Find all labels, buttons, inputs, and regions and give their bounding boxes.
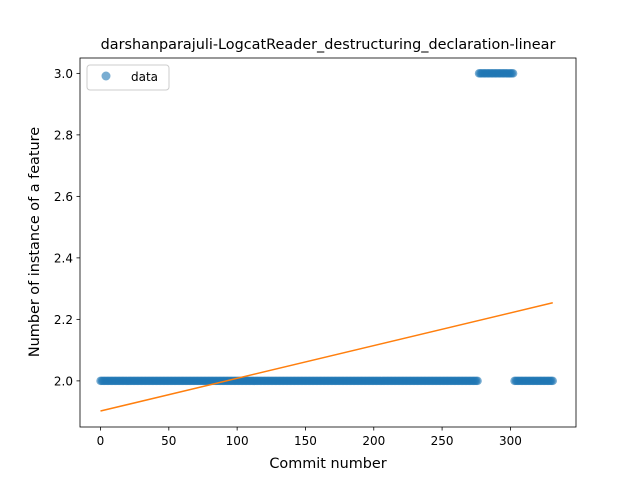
legend: data [86, 64, 170, 91]
x-axis-label: Commit number [269, 456, 386, 472]
y-axis-ticks: 2.0 2.2 2.4 2.6 2.8 3.0 [54, 67, 80, 388]
data-point-331 [548, 376, 557, 386]
axes-frame [79, 57, 577, 428]
data-point-276 [473, 376, 482, 386]
x-tick-label-50: 50 [161, 434, 176, 448]
chart-title: darshanparajuli-LogcatReader_destructuri… [101, 37, 556, 53]
y-tick-label-1: 2.2 [54, 313, 73, 327]
x-axis-ticks: 0 50 100 150 200 250 300 [97, 427, 522, 448]
y-tick-label-2: 2.4 [54, 251, 73, 265]
legend-label-data: data [131, 70, 158, 84]
x-tick-label-200: 200 [362, 434, 385, 448]
y-tick-label-4: 2.8 [54, 128, 73, 142]
legend-marker [101, 71, 111, 81]
y-tick-label-3: 2.6 [54, 190, 73, 204]
legend-box [86, 64, 170, 91]
x-tick-label-250: 250 [431, 434, 454, 448]
y-axis-label: Number of instance of a feature [27, 127, 43, 357]
plot-area [96, 69, 557, 412]
x-tick-label-0: 0 [97, 434, 105, 448]
y-tick-label-5: 3.0 [54, 67, 73, 81]
trend-line [100, 302, 553, 412]
y-tick-label-0: 2.0 [54, 374, 73, 388]
x-tick-label-100: 100 [226, 434, 249, 448]
x-tick-label-300: 300 [499, 434, 522, 448]
x-tick-label-150: 150 [294, 434, 317, 448]
data-point-302 [508, 69, 518, 78]
